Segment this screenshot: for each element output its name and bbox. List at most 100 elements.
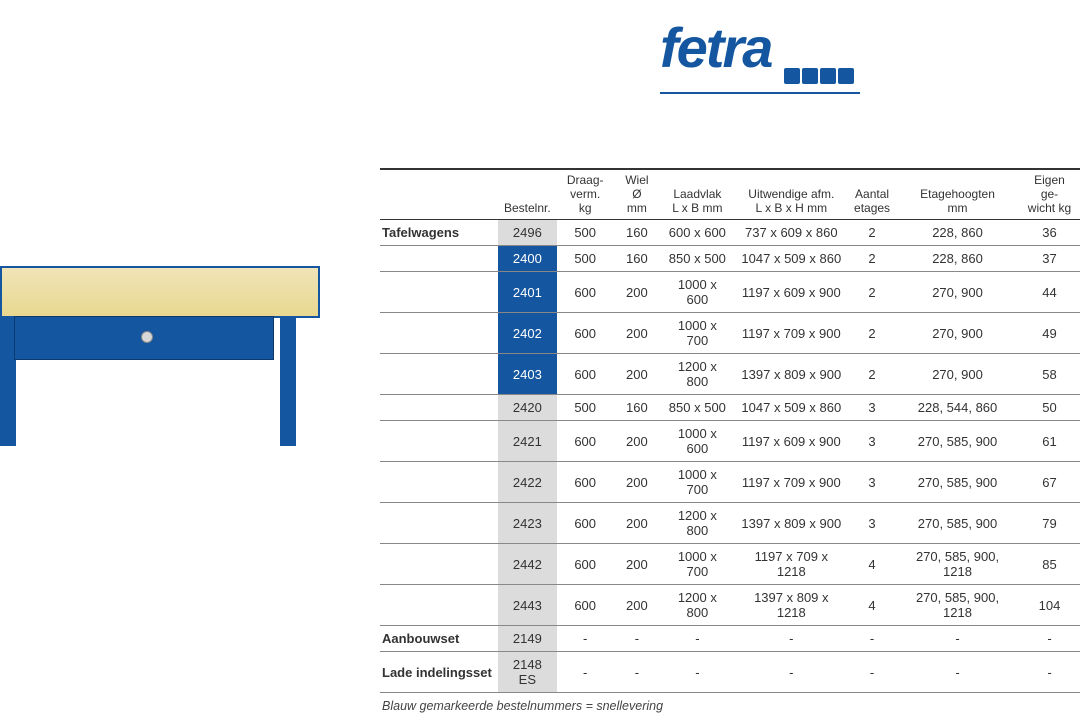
value-cell: 600	[557, 354, 614, 395]
value-cell: 600	[557, 585, 614, 626]
bestelnr-cell: 2402	[498, 313, 557, 354]
bestelnr-cell: 2401	[498, 272, 557, 313]
value-cell: -	[660, 626, 734, 652]
value-cell: 600	[557, 462, 614, 503]
bestelnr-cell: 2422	[498, 462, 557, 503]
col-header: Uitwendige afm.L x B x H mm	[735, 169, 848, 220]
value-cell: 1397 x 809 x 1218	[735, 585, 848, 626]
value-cell: -	[848, 626, 896, 652]
value-cell: -	[896, 626, 1019, 652]
bestelnr-cell: 2443	[498, 585, 557, 626]
col-header: Wiel Ømm	[614, 169, 661, 220]
col-header: Draag-verm. kg	[557, 169, 614, 220]
value-cell: 270, 585, 900, 1218	[896, 544, 1019, 585]
value-cell: 1200 x 800	[660, 585, 734, 626]
value-cell: 1000 x 600	[660, 272, 734, 313]
value-cell: 1197 x 709 x 1218	[735, 544, 848, 585]
value-cell: 4	[848, 585, 896, 626]
value-cell: 2	[848, 220, 896, 246]
value-cell: 79	[1019, 503, 1080, 544]
value-cell: 61	[1019, 421, 1080, 462]
footer-note: Blauw gemarkeerde bestelnummers = snelle…	[380, 699, 1080, 713]
value-cell: 37	[1019, 246, 1080, 272]
category-cell: Aanbouwset	[380, 626, 498, 652]
value-cell: 1047 x 509 x 860	[735, 395, 848, 421]
logo-underline	[660, 92, 860, 94]
value-cell: -	[557, 652, 614, 693]
value-cell: 1000 x 700	[660, 462, 734, 503]
value-cell: 270, 585, 900, 1218	[896, 585, 1019, 626]
value-cell: 104	[1019, 585, 1080, 626]
value-cell: -	[1019, 626, 1080, 652]
value-cell: 270, 900	[896, 272, 1019, 313]
table-header: Bestelnr.Draag-verm. kgWiel ØmmLaadvlakL…	[380, 169, 1080, 220]
category-cell	[380, 246, 498, 272]
category-cell: Lade indelingsset	[380, 652, 498, 693]
value-cell: 270, 585, 900	[896, 462, 1019, 503]
value-cell: 3	[848, 421, 896, 462]
table-row: 24216002001000 x 6001197 x 609 x 9003270…	[380, 421, 1080, 462]
value-cell: 270, 585, 900	[896, 421, 1019, 462]
table-row: 24436002001200 x 8001397 x 809 x 1218427…	[380, 585, 1080, 626]
category-cell	[380, 585, 498, 626]
value-cell: 200	[614, 462, 661, 503]
value-cell: 160	[614, 246, 661, 272]
table-row: 24036002001200 x 8001397 x 809 x 9002270…	[380, 354, 1080, 395]
value-cell: 850 x 500	[660, 246, 734, 272]
value-cell: 1397 x 809 x 900	[735, 503, 848, 544]
value-cell: -	[735, 652, 848, 693]
table-row: Tafelwagens2496500160600 x 600737 x 609 …	[380, 220, 1080, 246]
value-cell: 1197 x 709 x 900	[735, 313, 848, 354]
value-cell: 2	[848, 313, 896, 354]
value-cell: 500	[557, 246, 614, 272]
value-cell: 200	[614, 354, 661, 395]
category-cell	[380, 313, 498, 354]
category-cell	[380, 354, 498, 395]
value-cell: 36	[1019, 220, 1080, 246]
bestelnr-cell: 2442	[498, 544, 557, 585]
value-cell: 200	[614, 313, 661, 354]
value-cell: -	[557, 626, 614, 652]
bestelnr-cell: 2420	[498, 395, 557, 421]
value-cell: -	[614, 652, 661, 693]
category-cell	[380, 544, 498, 585]
value-cell: 600	[557, 503, 614, 544]
value-cell: 3	[848, 503, 896, 544]
value-cell: 228, 544, 860	[896, 395, 1019, 421]
bestelnr-cell: 2496	[498, 220, 557, 246]
brand-logo: fetra	[660, 20, 860, 94]
value-cell: 500	[557, 395, 614, 421]
col-header: Bestelnr.	[498, 169, 557, 220]
bestelnr-cell: 2148 ES	[498, 652, 557, 693]
table-row: 2400500160850 x 5001047 x 509 x 8602228,…	[380, 246, 1080, 272]
col-header: Aantaletages	[848, 169, 896, 220]
value-cell: 600 x 600	[660, 220, 734, 246]
value-cell: 1197 x 609 x 900	[735, 272, 848, 313]
table-row: 24236002001200 x 8001397 x 809 x 9003270…	[380, 503, 1080, 544]
category-cell	[380, 421, 498, 462]
value-cell: 228, 860	[896, 246, 1019, 272]
table-row: 24426002001000 x 7001197 x 709 x 1218427…	[380, 544, 1080, 585]
spec-table-container: Bestelnr.Draag-verm. kgWiel ØmmLaadvlakL…	[380, 168, 1080, 713]
value-cell: 200	[614, 421, 661, 462]
category-cell	[380, 395, 498, 421]
value-cell: -	[1019, 652, 1080, 693]
value-cell: 600	[557, 544, 614, 585]
table-row: 24016002001000 x 6001197 x 609 x 9002270…	[380, 272, 1080, 313]
value-cell: 49	[1019, 313, 1080, 354]
table-row: Aanbouwset2149-------	[380, 626, 1080, 652]
value-cell: 3	[848, 462, 896, 503]
value-cell: 1000 x 700	[660, 313, 734, 354]
value-cell: 1397 x 809 x 900	[735, 354, 848, 395]
value-cell: 228, 860	[896, 220, 1019, 246]
value-cell: 270, 585, 900	[896, 503, 1019, 544]
col-header: LaadvlakL x B mm	[660, 169, 734, 220]
value-cell: -	[735, 626, 848, 652]
col-header	[380, 169, 498, 220]
col-header: Etagehoogtenmm	[896, 169, 1019, 220]
value-cell: 160	[614, 220, 661, 246]
bestelnr-cell: 2149	[498, 626, 557, 652]
value-cell: 44	[1019, 272, 1080, 313]
value-cell: 2	[848, 246, 896, 272]
value-cell: 1000 x 700	[660, 544, 734, 585]
